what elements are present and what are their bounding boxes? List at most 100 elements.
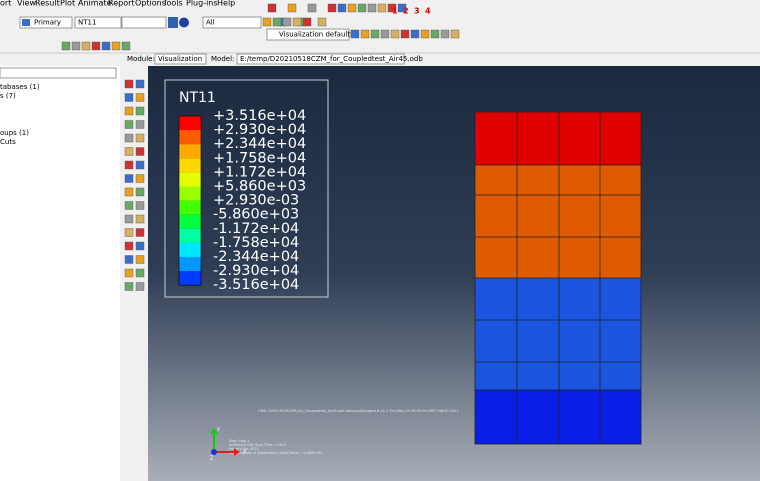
icon[interactable] [440, 29, 450, 39]
icon[interactable] [135, 147, 145, 156]
icon[interactable] [135, 174, 145, 183]
icon[interactable] [267, 3, 277, 13]
tree-item[interactable]: s (7) [0, 92, 16, 100]
icon[interactable] [124, 201, 134, 210]
icon[interactable] [135, 106, 145, 116]
component-combo[interactable] [121, 16, 167, 29]
icon[interactable] [124, 214, 134, 224]
icon[interactable] [124, 255, 134, 264]
icon[interactable] [71, 41, 81, 51]
icon[interactable] [357, 3, 367, 13]
icon[interactable] [377, 3, 387, 13]
icon[interactable] [124, 106, 134, 116]
view-number[interactable]: 4 [425, 7, 431, 16]
legend-label: +3.516e+04 [213, 108, 306, 124]
menu-item[interactable]: Tools [162, 0, 183, 8]
icon[interactable] [135, 241, 145, 251]
icon[interactable] [360, 29, 370, 39]
mesh-region [475, 278, 641, 390]
icon[interactable] [287, 3, 297, 13]
icon[interactable] [135, 133, 145, 143]
menu-item[interactable]: Help [217, 0, 235, 8]
menu-item[interactable]: Plot [60, 0, 75, 8]
icon[interactable] [135, 160, 145, 170]
icon[interactable] [81, 41, 91, 51]
icon[interactable] [124, 187, 134, 197]
icon[interactable] [124, 268, 134, 278]
icon[interactable] [420, 29, 430, 39]
icon[interactable] [135, 93, 145, 102]
menu-item[interactable]: ort [0, 0, 11, 8]
tree-item[interactable]: oups (1) [0, 129, 29, 137]
icon[interactable] [124, 79, 134, 89]
tree-item[interactable]: Cuts [0, 138, 16, 146]
icon[interactable] [135, 282, 145, 291]
icon[interactable] [282, 17, 292, 27]
step-type-combo[interactable] [19, 16, 73, 29]
icon[interactable] [124, 241, 134, 251]
menu-item[interactable]: Result [35, 0, 60, 8]
icon[interactable] [317, 17, 327, 27]
icon[interactable] [61, 41, 71, 51]
icon[interactable] [135, 187, 145, 197]
icon [22, 19, 30, 26]
icon[interactable] [124, 133, 134, 143]
icon[interactable] [347, 3, 357, 13]
icon[interactable] [135, 268, 145, 278]
icon[interactable] [124, 160, 134, 170]
menu-item[interactable]: Options [135, 0, 166, 8]
icon[interactable] [327, 3, 337, 13]
selection-combo[interactable] [202, 16, 262, 29]
icon[interactable] [135, 228, 145, 237]
icon[interactable] [179, 17, 189, 28]
menu-item[interactable]: Animate [78, 0, 112, 8]
icon[interactable] [262, 17, 272, 27]
icon[interactable] [121, 41, 131, 51]
view-number[interactable]: 2 [403, 7, 409, 16]
icon[interactable] [135, 79, 145, 89]
view-number[interactable]: 1 [392, 7, 398, 16]
icon[interactable] [380, 29, 390, 39]
icon[interactable] [91, 41, 101, 51]
legend-title: NT11 [179, 90, 216, 106]
view-number[interactable]: 3 [414, 7, 420, 16]
icon[interactable] [124, 174, 134, 183]
icon[interactable] [307, 3, 317, 13]
icon[interactable] [337, 3, 347, 13]
icon[interactable] [430, 29, 440, 39]
menu-item[interactable]: View [17, 0, 36, 8]
model-combo[interactable] [236, 53, 405, 65]
menu-item[interactable]: Plug-ins [186, 0, 218, 8]
module-combo[interactable] [154, 53, 207, 65]
icon[interactable] [124, 228, 134, 237]
icon[interactable] [450, 29, 460, 39]
tree-filter[interactable] [0, 67, 117, 79]
icon[interactable] [135, 214, 145, 224]
icon[interactable] [124, 282, 134, 291]
state-line: Deformed Var: U Deformation Scale Factor… [229, 451, 322, 455]
icon[interactable] [367, 3, 377, 13]
icon[interactable] [400, 29, 410, 39]
icon[interactable] [124, 93, 134, 102]
icon[interactable] [135, 120, 145, 129]
icon[interactable] [135, 255, 145, 264]
icon[interactable] [101, 41, 111, 51]
icon[interactable] [397, 3, 407, 13]
variable-combo[interactable] [74, 16, 122, 29]
icon[interactable] [292, 17, 302, 27]
icon[interactable] [370, 29, 380, 39]
icon[interactable] [168, 17, 178, 28]
icon[interactable] [387, 3, 397, 13]
icon[interactable] [135, 201, 145, 210]
icon[interactable] [124, 147, 134, 156]
icon[interactable] [272, 17, 282, 27]
menu-item[interactable]: Report [108, 0, 135, 8]
icon[interactable] [124, 120, 134, 129]
tree-item[interactable]: tabases (1) [0, 83, 40, 91]
icon[interactable] [410, 29, 420, 39]
icon[interactable] [350, 29, 360, 39]
icon[interactable] [390, 29, 400, 39]
render-style-combo[interactable] [266, 28, 350, 41]
icon[interactable] [302, 17, 312, 27]
icon[interactable] [111, 41, 121, 51]
